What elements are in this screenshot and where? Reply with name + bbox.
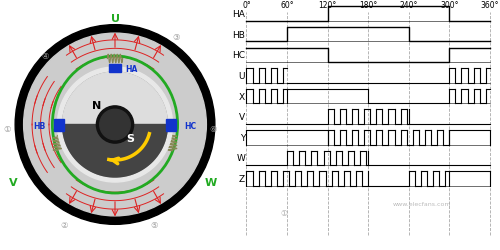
- Text: 240°: 240°: [400, 1, 418, 10]
- Text: ①: ①: [3, 125, 10, 134]
- Text: HB: HB: [34, 121, 46, 130]
- Bar: [54, 120, 64, 132]
- Circle shape: [100, 110, 130, 140]
- Text: ④: ④: [42, 52, 50, 60]
- Polygon shape: [62, 73, 168, 125]
- Text: S: S: [126, 134, 134, 144]
- Text: Y: Y: [240, 133, 245, 142]
- Text: HA: HA: [232, 10, 245, 19]
- Text: ⑥: ⑥: [210, 125, 217, 134]
- Text: 360°: 360°: [480, 1, 499, 10]
- Text: HB: HB: [232, 30, 245, 40]
- Bar: [166, 120, 176, 132]
- Text: ①: ①: [280, 208, 287, 217]
- Text: HC: HC: [184, 121, 196, 130]
- Circle shape: [62, 73, 168, 177]
- Text: Z: Z: [239, 174, 245, 183]
- Text: W: W: [204, 178, 216, 188]
- Text: W: W: [236, 154, 245, 163]
- Text: 60°: 60°: [280, 1, 294, 10]
- Text: X: X: [239, 92, 245, 101]
- Text: 300°: 300°: [440, 1, 458, 10]
- Text: V: V: [9, 178, 18, 188]
- Text: ③: ③: [172, 33, 180, 42]
- Text: HA: HA: [125, 65, 138, 74]
- Text: 0°: 0°: [242, 1, 251, 10]
- Circle shape: [58, 68, 172, 182]
- Text: U: U: [238, 72, 245, 80]
- Bar: [109, 64, 121, 73]
- Text: HC: HC: [232, 51, 245, 60]
- Text: N: N: [92, 100, 101, 110]
- Circle shape: [15, 26, 215, 224]
- Text: 180°: 180°: [359, 1, 378, 10]
- Text: U: U: [110, 14, 120, 24]
- Text: V: V: [239, 113, 245, 122]
- Text: 120°: 120°: [318, 1, 336, 10]
- Circle shape: [96, 106, 134, 144]
- Circle shape: [24, 34, 206, 216]
- Text: www.elecfans.com: www.elecfans.com: [393, 201, 452, 206]
- Text: ⑤: ⑤: [150, 220, 158, 229]
- Text: ②: ②: [60, 220, 68, 229]
- Polygon shape: [62, 125, 168, 177]
